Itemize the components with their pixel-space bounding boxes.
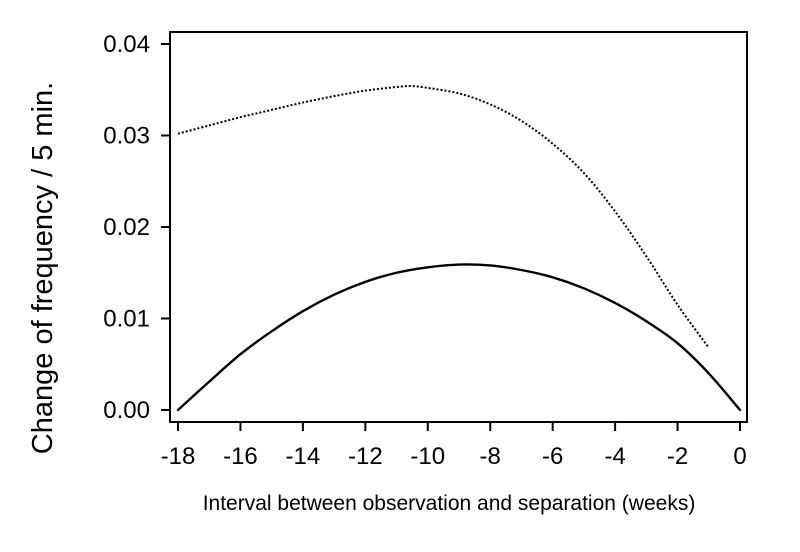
- y-axis-label: Change of frequency / 5 min.: [27, 82, 59, 454]
- x-tick-label: -6: [542, 443, 563, 470]
- x-tick-label: -14: [286, 443, 321, 470]
- y-tick-label: 0.04: [103, 31, 150, 58]
- plot-frame: [169, 31, 748, 423]
- solid-series-line: [176, 263, 742, 412]
- x-tick-label: -2: [667, 443, 688, 470]
- x-axis-ticks: -18 -16 -14 -12 -10 -8 -6 -4 -2 0: [161, 422, 747, 470]
- dotted-series-line: [177, 85, 710, 349]
- y-tick-label: 0.00: [103, 397, 150, 424]
- x-tick-label: -10: [410, 443, 445, 470]
- y-axis-ticks: 0.00 0.01 0.02 0.03 0.04: [103, 31, 170, 424]
- y-tick-label: 0.03: [103, 123, 150, 150]
- y-tick-label: 0.01: [103, 306, 150, 333]
- x-tick-label: -12: [348, 443, 383, 470]
- y-tick-label: 0.02: [103, 214, 150, 241]
- x-tick-label: -18: [161, 443, 196, 470]
- series-layer: [176, 85, 742, 412]
- x-axis-label: Interval between observation and separat…: [203, 492, 696, 515]
- x-tick-label: -4: [604, 443, 625, 470]
- x-tick-label: 0: [733, 443, 746, 470]
- x-tick-label: -16: [223, 443, 258, 470]
- x-tick-label: -8: [480, 443, 501, 470]
